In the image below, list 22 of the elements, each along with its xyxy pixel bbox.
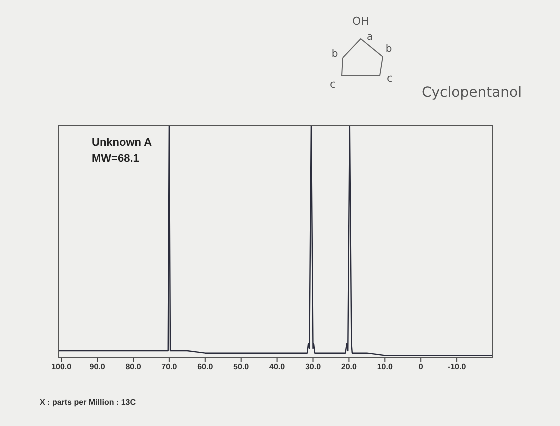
text: c — [330, 78, 336, 91]
x-tick-label: -10.0 — [448, 362, 467, 372]
x-tick-label: 70.0 — [162, 362, 178, 372]
x-tick-label: 100.0 — [52, 362, 72, 372]
text: b — [386, 44, 392, 55]
x-tick-label: 30.0 — [305, 362, 322, 372]
x-tick-label: 80.0 — [126, 362, 142, 372]
annotation: Unknown A — [92, 137, 152, 149]
text: c — [386, 72, 394, 85]
x-tick-label: 10.0 — [377, 362, 394, 372]
x-tick-label: 60.0 — [198, 362, 214, 372]
x-tick-label: 90.0 — [90, 362, 106, 372]
text: Cyclopentanol — [422, 85, 522, 101]
x-tick-label: 20.0 — [341, 362, 358, 372]
x-axis-title: X : parts per Million : 13C — [40, 398, 136, 407]
text: b — [332, 49, 338, 60]
text: OH — [352, 15, 370, 28]
text: a — [367, 32, 374, 43]
annotation: MW=68.1 — [92, 153, 140, 165]
x-tick-label: 40.0 — [270, 362, 286, 372]
x-tick-label: 50.0 — [234, 362, 250, 372]
x-tick-label: 0 — [418, 362, 424, 372]
